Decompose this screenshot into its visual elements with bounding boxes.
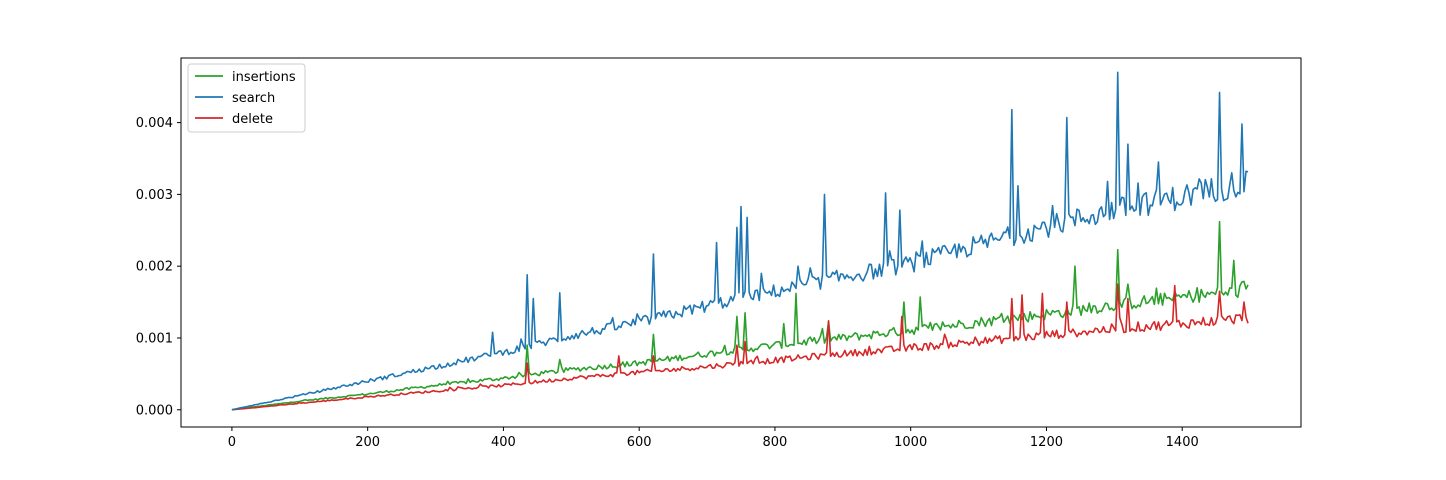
y-tick-label: 0.003 [136,188,173,203]
x-tick-label: 400 [491,435,516,450]
y-tick-label: 0.004 [136,116,173,131]
x-tick-label: 1200 [1030,435,1063,450]
legend-box [187,63,306,133]
series-layer [231,71,1249,411]
x-tick-label: 200 [355,435,380,450]
x-tick-label: 800 [763,435,788,450]
legend-label-search: search [232,91,275,106]
y-tick-label: 0.002 [136,260,173,275]
y-tick-label: 0.001 [136,331,173,346]
series-line-insertions [231,220,1249,411]
plot-area: 0 200 400 600 800 1000 1200 1400 0.000 0.001 0.002… [136,57,1302,450]
y-tick-label: 0.000 [136,403,173,418]
ticks-layer: 0 200 400 600 800 1000 1200 1400 0.000 0.001 0.002… [136,116,1199,450]
legend: insertions search delete [187,63,306,133]
x-tick-label: 600 [627,435,652,450]
series-line-delete [231,283,1249,411]
legend-entry-search: search [195,91,275,106]
plot-frame [180,57,1302,428]
x-tick-label: 1400 [1166,435,1199,450]
legend-label-insertions: insertions [232,70,296,85]
series-line-search [231,71,1249,411]
legend-label-delete: delete [232,112,273,127]
x-tick-label: 1000 [894,435,927,450]
legend-entry-insertions: insertions [195,70,296,85]
x-tick-label: 0 [228,435,236,450]
legend-entry-delete: delete [195,112,273,127]
